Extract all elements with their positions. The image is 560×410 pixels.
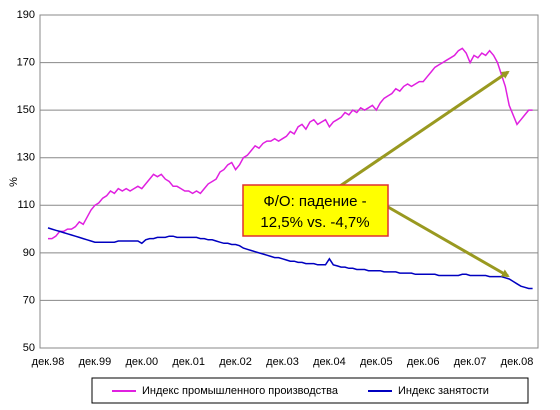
y-axis-label: % (8, 177, 20, 187)
x-tick-label: дек.02 (219, 356, 252, 368)
x-tick-label: дек.98 (32, 356, 65, 368)
legend (91, 377, 529, 404)
y-tick-label: 150 (17, 104, 35, 116)
legend-label: Индекс промышленного производства (142, 385, 339, 397)
legend-label: Индекс занятости (398, 385, 489, 397)
y-tick-label: 50 (23, 342, 35, 354)
y-tick-label: 110 (17, 199, 35, 211)
x-tick-label: дек.01 (172, 356, 205, 368)
x-tick-label: дек.07 (454, 356, 487, 368)
x-tick-label: дек.06 (407, 356, 440, 368)
y-tick-label: 90 (23, 247, 35, 259)
arrow (339, 70, 510, 188)
y-tick-label: 70 (23, 294, 35, 306)
x-tick-label: дек.08 (501, 356, 534, 368)
arrow (387, 205, 510, 278)
x-tick-label: дек.03 (266, 356, 299, 368)
x-tick-label: дек.99 (79, 356, 112, 368)
y-tick-label: 130 (17, 152, 35, 164)
plot-area (39, 14, 539, 349)
annotation: Ф/О: падение - (263, 193, 366, 210)
series-line (47, 227, 533, 290)
x-tick-label: дек.05 (360, 356, 393, 368)
annotation: 12,5% vs. -4,7% (260, 214, 369, 231)
y-tick-label: 190 (17, 9, 35, 21)
annotation-box (242, 184, 389, 237)
x-tick-label: дек.04 (313, 356, 346, 368)
y-tick-label: 170 (17, 56, 35, 68)
series-line (48, 47, 533, 240)
x-tick-label: дек.00 (125, 356, 158, 368)
